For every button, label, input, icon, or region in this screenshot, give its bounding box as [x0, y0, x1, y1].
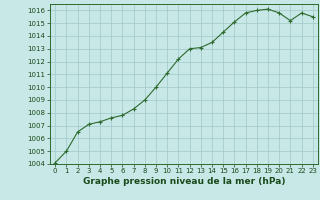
X-axis label: Graphe pression niveau de la mer (hPa): Graphe pression niveau de la mer (hPa)	[83, 177, 285, 186]
